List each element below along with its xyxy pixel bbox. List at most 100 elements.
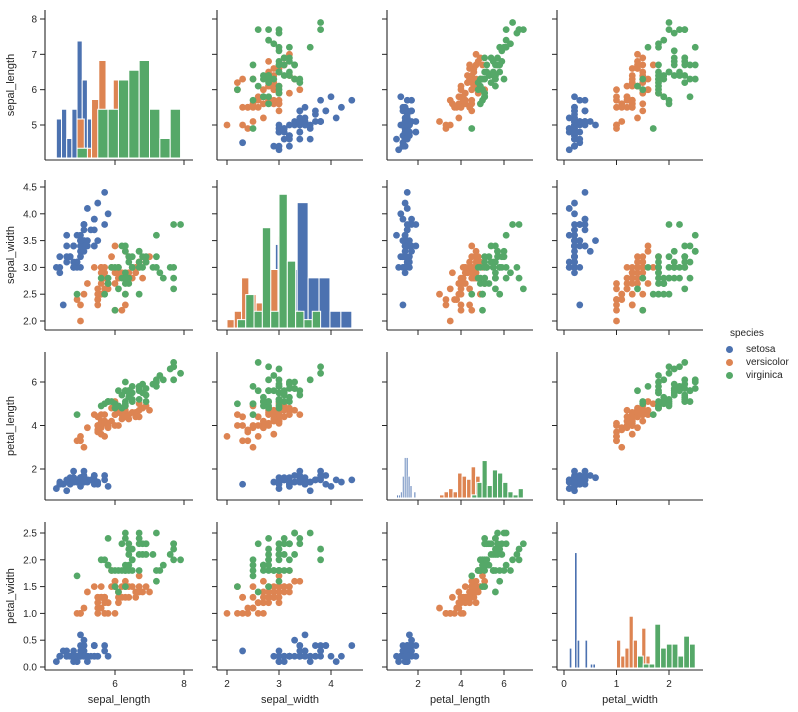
- data-point: [676, 363, 683, 371]
- data-point: [115, 588, 122, 596]
- legend-label: virginica: [746, 370, 783, 381]
- data-point: [296, 534, 304, 542]
- data-point: [270, 478, 278, 486]
- data-point: [670, 47, 678, 55]
- data-point: [457, 301, 465, 309]
- data-point: [457, 285, 465, 293]
- data-point: [94, 480, 102, 488]
- data-point: [406, 631, 413, 639]
- data-point: [681, 359, 689, 366]
- data-point: [275, 96, 283, 104]
- data-point: [515, 274, 523, 282]
- data-point: [260, 561, 267, 569]
- data-point: [451, 103, 458, 111]
- svg-text:3.0: 3.0: [23, 263, 37, 274]
- data-point: [691, 247, 699, 255]
- data-point: [492, 269, 499, 277]
- data-point: [332, 658, 340, 666]
- data-point: [681, 391, 689, 399]
- data-point: [84, 205, 91, 212]
- data-point: [77, 237, 84, 245]
- data-point: [644, 242, 652, 250]
- data-point: [565, 478, 573, 486]
- data-point: [234, 422, 241, 429]
- data-point: [265, 567, 272, 574]
- data-point: [121, 577, 129, 585]
- data-point: [472, 61, 480, 69]
- data-point: [639, 258, 647, 266]
- data-point: [111, 242, 119, 250]
- data-point: [483, 61, 491, 69]
- data-point: [403, 205, 411, 212]
- data-point: [84, 424, 91, 432]
- data-point: [286, 393, 293, 401]
- data-point: [80, 467, 88, 475]
- data-point: [519, 540, 527, 548]
- data-point: [94, 599, 102, 607]
- data-point: [286, 380, 293, 388]
- data-point: [327, 483, 335, 490]
- data-point: [260, 398, 267, 405]
- data-point: [457, 306, 465, 314]
- data-point: [397, 93, 405, 101]
- data-point: [80, 221, 88, 228]
- data-point: [634, 274, 641, 282]
- data-point: [265, 561, 272, 569]
- data-point: [613, 317, 620, 325]
- data-point: [153, 567, 160, 574]
- data-point: [338, 478, 345, 486]
- data-point: [576, 242, 584, 250]
- data-point: [275, 382, 283, 390]
- svg-text:4: 4: [328, 679, 334, 690]
- data-point: [280, 476, 288, 484]
- data-point: [270, 142, 278, 150]
- data-point: [135, 385, 143, 392]
- data-point: [90, 583, 98, 590]
- data-point: [306, 376, 314, 384]
- data-point: [111, 404, 119, 412]
- data-point: [104, 534, 112, 542]
- svg-text:5: 5: [31, 121, 37, 132]
- data-point: [681, 264, 689, 271]
- data-point: [101, 432, 109, 440]
- data-point: [159, 274, 167, 282]
- data-point: [265, 534, 272, 542]
- data-point: [249, 561, 257, 569]
- data-point: [457, 290, 465, 298]
- data-point: [442, 301, 450, 309]
- data-point: [149, 551, 157, 558]
- data-point: [286, 121, 293, 129]
- data-point: [159, 376, 167, 384]
- data-point: [412, 118, 420, 125]
- data-point: [254, 610, 262, 617]
- data-point: [317, 19, 324, 26]
- data-point: [306, 135, 314, 143]
- data-point: [474, 264, 482, 271]
- data-point: [101, 472, 109, 479]
- data-point: [412, 642, 420, 649]
- data-point: [280, 534, 288, 542]
- data-point: [317, 545, 324, 553]
- data-point: [581, 476, 589, 484]
- data-point: [275, 121, 283, 129]
- data-point: [239, 610, 247, 617]
- panel-sepal_width-vs-petal_length: [382, 180, 533, 335]
- data-point: [97, 583, 105, 590]
- data-point: [77, 437, 84, 445]
- data-point: [576, 221, 584, 228]
- data-point: [296, 79, 304, 86]
- data-point: [474, 86, 482, 94]
- data-point: [655, 404, 662, 412]
- data-point: [77, 317, 84, 325]
- data-point: [275, 588, 283, 596]
- data-point: [565, 231, 573, 239]
- data-point: [135, 551, 143, 558]
- data-point: [681, 79, 689, 86]
- data-point: [399, 215, 407, 223]
- data-point: [121, 378, 129, 386]
- data-point: [118, 242, 126, 250]
- data-point: [494, 247, 501, 255]
- data-point: [628, 65, 636, 72]
- data-point: [260, 599, 267, 607]
- panel-sepal_length-vs-petal_width: [552, 10, 703, 165]
